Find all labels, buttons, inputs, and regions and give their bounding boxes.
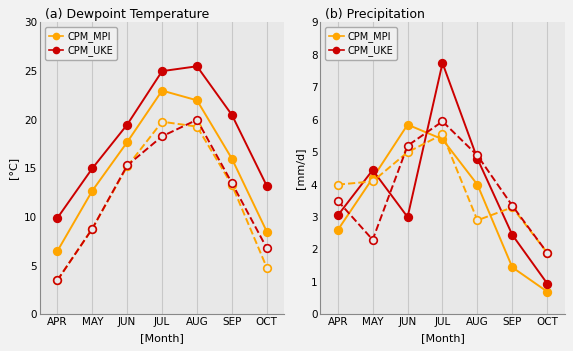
X-axis label: [Month]: [Month]: [421, 333, 465, 343]
Y-axis label: [°C]: [°C]: [9, 157, 18, 179]
Legend: CPM_MPI, CPM_UKE: CPM_MPI, CPM_UKE: [45, 27, 117, 60]
Legend: CPM_MPI, CPM_UKE: CPM_MPI, CPM_UKE: [325, 27, 397, 60]
Text: (a) Dewpoint Temperature: (a) Dewpoint Temperature: [45, 8, 209, 21]
Y-axis label: [mm/d]: [mm/d]: [295, 148, 305, 189]
X-axis label: [Month]: [Month]: [140, 333, 184, 343]
Text: (b) Precipitation: (b) Precipitation: [325, 8, 425, 21]
